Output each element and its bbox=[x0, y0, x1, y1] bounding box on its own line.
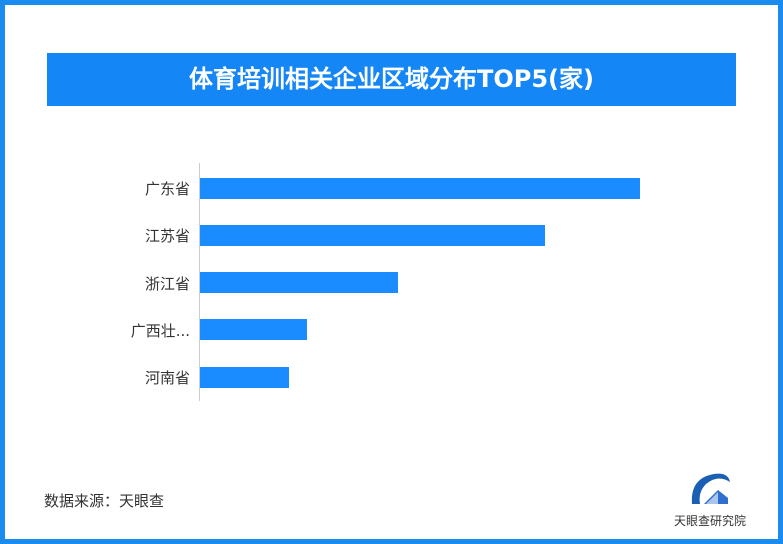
category-label: 广东省 bbox=[144, 180, 190, 198]
bar-2 bbox=[200, 272, 398, 294]
source-note: 数据来源：天眼查 bbox=[44, 492, 165, 510]
bar-3 bbox=[200, 319, 307, 341]
category-label: 广西壮... bbox=[130, 321, 190, 340]
chart-title: 体育培训相关企业区域分布TOP5(家) bbox=[47, 53, 736, 106]
category-label: 江苏省 bbox=[144, 227, 190, 246]
bar-0 bbox=[200, 177, 640, 199]
tianyancha-logo-icon bbox=[691, 473, 730, 504]
logo-text: 天眼查研究院 bbox=[673, 514, 746, 528]
category-label: 浙江省 bbox=[144, 274, 190, 293]
y-axis-line bbox=[199, 163, 200, 401]
bar-1 bbox=[200, 224, 545, 246]
logo: 天眼查研究院 bbox=[655, 470, 765, 529]
category-label: 河南省 bbox=[144, 369, 190, 388]
bar-4 bbox=[200, 366, 289, 388]
